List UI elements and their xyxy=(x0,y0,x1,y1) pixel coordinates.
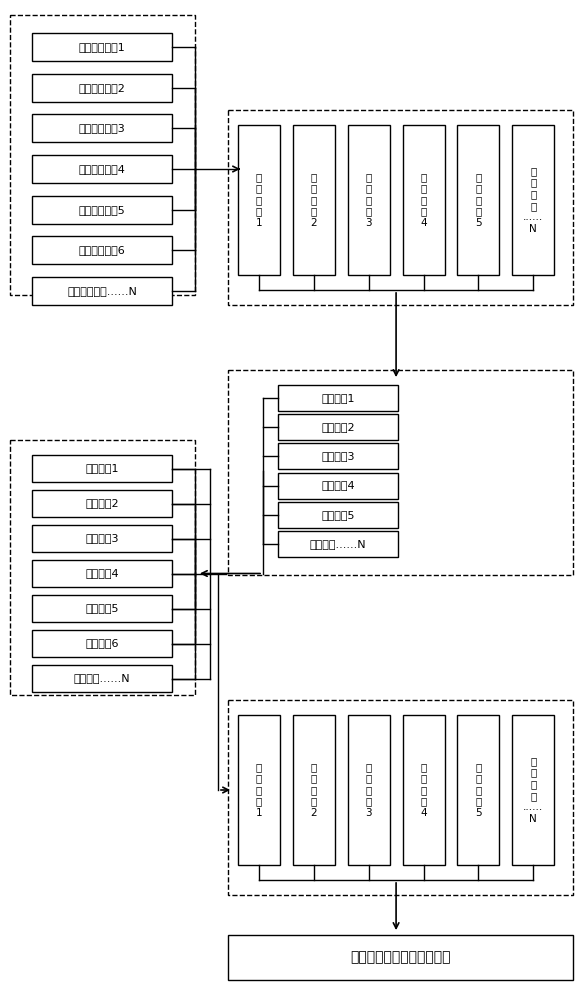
Text: 阵
列
单
元
5: 阵 列 单 元 5 xyxy=(475,172,482,228)
Bar xyxy=(278,473,398,498)
Bar xyxy=(32,155,172,183)
Bar xyxy=(278,502,398,528)
Bar xyxy=(32,490,172,517)
Bar xyxy=(32,630,172,657)
Text: 单个激光武器......N: 单个激光武器......N xyxy=(67,286,137,296)
Bar xyxy=(32,277,172,305)
Text: 市级阵列......N: 市级阵列......N xyxy=(74,674,131,684)
Bar xyxy=(457,715,499,865)
Text: 区级阵列......N: 区级阵列......N xyxy=(310,539,366,549)
Text: 单个激光武器1: 单个激光武器1 xyxy=(79,42,125,52)
Text: 单个激光武器5: 单个激光武器5 xyxy=(79,205,125,215)
Text: 市级阵列5: 市级阵列5 xyxy=(85,603,119,613)
Bar xyxy=(32,74,172,102)
Bar xyxy=(512,125,554,275)
Text: 区级阵列3: 区级阵列3 xyxy=(321,451,355,461)
Bar xyxy=(512,715,554,865)
Bar xyxy=(278,531,398,557)
Bar xyxy=(278,443,398,469)
Bar xyxy=(348,125,390,275)
Bar xyxy=(293,125,335,275)
Text: 单个激光武器4: 单个激光武器4 xyxy=(79,164,125,174)
Text: 市级阵列1: 市级阵列1 xyxy=(85,464,119,474)
Text: 市级阵列6: 市级阵列6 xyxy=(85,639,119,648)
Text: 阵
列
单
元
3: 阵 列 单 元 3 xyxy=(365,172,372,228)
Bar xyxy=(10,15,195,295)
Text: 单个激光武器6: 单个激光武器6 xyxy=(79,245,125,255)
Text: 区级阵列4: 区级阵列4 xyxy=(321,481,355,490)
Bar xyxy=(32,114,172,142)
Text: 市级阵列2: 市级阵列2 xyxy=(85,498,119,508)
Bar xyxy=(293,715,335,865)
Bar xyxy=(32,595,172,622)
Bar xyxy=(32,455,172,482)
Bar xyxy=(403,715,445,865)
Bar xyxy=(278,414,398,440)
Bar xyxy=(32,33,172,61)
Text: 省
级
阵
列
4: 省 级 阵 列 4 xyxy=(420,762,427,818)
Text: 省
级
阵
列
1: 省 级 阵 列 1 xyxy=(256,762,262,818)
Text: 省
级
阵
列
2: 省 级 阵 列 2 xyxy=(310,762,317,818)
Bar xyxy=(238,125,280,275)
Bar xyxy=(348,715,390,865)
Bar xyxy=(32,236,172,264)
Bar xyxy=(228,110,573,305)
Bar xyxy=(228,935,573,980)
Text: 市级阵列4: 市级阵列4 xyxy=(85,568,119,578)
Bar xyxy=(228,700,573,895)
Text: 阵
列
单
元
2: 阵 列 单 元 2 xyxy=(310,172,317,228)
Text: 国家陆基激光武器防空系统: 国家陆基激光武器防空系统 xyxy=(350,950,451,964)
Bar xyxy=(228,370,573,575)
Text: 市级阵列3: 市级阵列3 xyxy=(85,534,119,544)
Bar xyxy=(278,385,398,411)
Bar xyxy=(32,196,172,224)
Bar xyxy=(32,560,172,587)
Bar xyxy=(32,665,172,692)
Bar xyxy=(238,715,280,865)
Text: 省
级
阵
列
......
N: 省 级 阵 列 ...... N xyxy=(523,756,543,824)
Text: 区级阵列1: 区级阵列1 xyxy=(321,393,355,403)
Text: 区级阵列2: 区级阵列2 xyxy=(321,422,355,432)
Text: 阵
列
单
元
......
N: 阵 列 单 元 ...... N xyxy=(523,166,543,234)
Text: 单个激光武器3: 单个激光武器3 xyxy=(79,123,125,133)
Bar xyxy=(32,525,172,552)
Bar xyxy=(10,440,195,695)
Text: 阵
列
单
元
1: 阵 列 单 元 1 xyxy=(256,172,262,228)
Text: 区级阵列5: 区级阵列5 xyxy=(321,510,355,520)
Text: 阵
列
单
元
4: 阵 列 单 元 4 xyxy=(420,172,427,228)
Bar xyxy=(457,125,499,275)
Text: 单个激光武器2: 单个激光武器2 xyxy=(79,83,125,93)
Bar xyxy=(403,125,445,275)
Text: 省
级
阵
列
3: 省 级 阵 列 3 xyxy=(365,762,372,818)
Text: 省
级
阵
列
5: 省 级 阵 列 5 xyxy=(475,762,482,818)
